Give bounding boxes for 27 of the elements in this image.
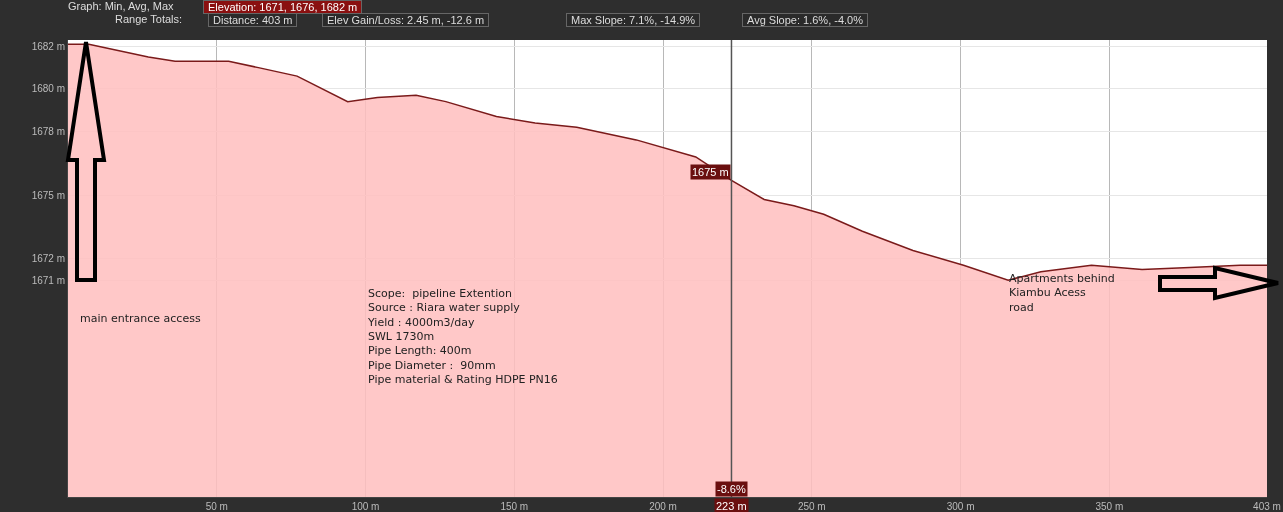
y-tick-label: 1678 m: [31, 125, 65, 137]
y-tick-label: 1682 m: [31, 40, 65, 52]
y-tick-label: 1672 m: [31, 253, 65, 265]
annotation: 1675 m: [692, 166, 729, 178]
x-tick-label: 200 m: [649, 501, 677, 512]
x-tick-label: 250 m: [797, 501, 826, 512]
x-tick-label: 150 m: [500, 501, 529, 512]
text: Max Slope: 7.1%, -14.9%: [566, 13, 701, 27]
x-tick-label: 350 m: [1095, 501, 1124, 512]
x-tick-label: 50 m: [205, 501, 228, 512]
y-tick-label: 1675 m: [31, 189, 65, 201]
y-tick-label: 1671 m: [31, 274, 65, 286]
annotation: Scope: pipeline Extention Source : Riara water supply Yield : 4000m3/day SWL 1730m Pipe Length: 400m Pipe Diameter : 90mm Pipe material & Rating HDPE PN16: [367, 287, 558, 386]
annotation: -8.6%: [717, 483, 746, 495]
ref-line-label: 223 m: [716, 500, 747, 512]
x-tick-label: 403 m: [1253, 501, 1281, 512]
annotation: main entrance access: [80, 312, 201, 325]
x-tick-label: 100 m: [351, 501, 380, 512]
annotation: Apartments behind Kiambu Acess road: [1009, 272, 1115, 314]
chart-title: Graph: Min, Avg, Max: [68, 0, 174, 12]
text: Range Totals:: [115, 13, 183, 25]
x-tick-label: 300 m: [946, 501, 975, 512]
text: Elev Gain/Loss: 2.45 m, -12.6 m: [322, 13, 490, 27]
text: Distance: 403 m: [208, 13, 298, 27]
chart-subtitle: Elevation: 1671, 1676, 1682 m: [203, 0, 363, 14]
text: Avg Slope: 1.6%, -4.0%: [742, 13, 868, 27]
y-tick-label: 1680 m: [31, 83, 65, 95]
